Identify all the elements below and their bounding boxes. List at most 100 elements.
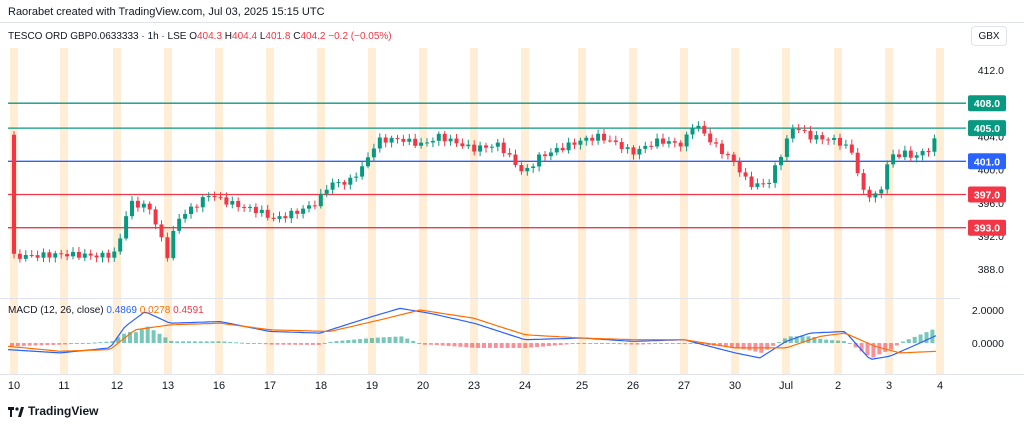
macd-histogram-bar: [924, 332, 929, 343]
candle-body: [696, 125, 701, 128]
candle-body: [802, 130, 807, 132]
currency-button[interactable]: GBX: [971, 26, 1007, 46]
candle-body: [790, 128, 795, 139]
macd-histogram-bar: [594, 343, 599, 344]
histogram-value: 0.4591: [173, 305, 204, 316]
macd-histogram-bar: [440, 343, 445, 346]
macd-histogram-bar: [564, 343, 569, 345]
macd-histogram-bar: [393, 336, 398, 343]
macd-histogram-bar: [181, 341, 186, 343]
open-value: 404.3: [196, 31, 223, 42]
macd-histogram-bar: [269, 343, 274, 345]
macd-histogram-bar: [86, 342, 91, 344]
macd-histogram-bar: [204, 341, 209, 343]
macd-histogram-bar: [405, 338, 410, 343]
macd-histogram-bar: [157, 333, 162, 343]
macd-histogram-bar: [906, 339, 911, 343]
pane-divider: [0, 298, 960, 299]
candle-body: [389, 137, 394, 143]
candle-body: [489, 146, 494, 148]
candle-body: [430, 140, 435, 143]
candle-body: [513, 154, 518, 166]
macd-histogram-bar: [458, 343, 463, 347]
candle-body: [366, 157, 370, 167]
macd-histogram-bar: [464, 343, 469, 348]
candle-body: [725, 154, 730, 156]
candle-body: [784, 138, 789, 157]
candle-body: [124, 216, 129, 239]
candle-body: [312, 205, 317, 207]
macd-histogram-bar: [352, 339, 357, 343]
macd-histogram-bar: [794, 336, 799, 343]
macd-histogram-bar: [234, 342, 239, 344]
macd-histogram-bar: [877, 343, 882, 355]
close-value: 404.2: [300, 31, 326, 42]
candle-body: [130, 200, 134, 217]
candle-body: [519, 165, 524, 172]
macd-histogram-bar: [617, 343, 622, 345]
macd-histogram-bar: [841, 341, 846, 343]
time-tick-label: 19: [366, 380, 378, 392]
macd-histogram-bar: [623, 343, 628, 345]
macd-histogram-bar: [10, 343, 14, 347]
macd-histogram-bar: [777, 342, 781, 344]
price-tick-label: 388.0: [978, 264, 1004, 276]
macd-histogram-bar: [653, 343, 658, 344]
macd-histogram-bar: [895, 343, 899, 346]
macd-histogram-bar: [912, 336, 917, 343]
candle-body: [655, 138, 660, 147]
macd-lines: [7, 307, 937, 360]
candle-body: [885, 164, 890, 190]
brand-name: TradingView: [28, 404, 99, 418]
session-bands: [10, 48, 944, 374]
macd-histogram-bar: [399, 336, 404, 343]
candle-body: [501, 142, 506, 154]
macd-histogram-bar: [682, 343, 687, 344]
candle-body: [401, 138, 406, 142]
candle-body: [283, 216, 288, 219]
macd-histogram-bar: [818, 338, 823, 343]
candle-body: [354, 176, 359, 178]
macd-histogram-bar: [63, 343, 68, 345]
macd-histogram-bar: [871, 343, 876, 358]
macd-histogram-bar: [310, 343, 315, 345]
candle-body: [407, 138, 412, 142]
session-band: [834, 48, 842, 374]
candle-body: [543, 154, 547, 157]
candle-body: [572, 142, 577, 145]
candle-body: [153, 209, 158, 225]
candle-body: [554, 147, 559, 153]
macd-histogram-bar: [417, 343, 422, 344]
candle-body: [112, 251, 117, 258]
macd-histogram-bar: [771, 343, 776, 346]
macd-histogram-bar: [452, 343, 457, 347]
candle-body: [12, 134, 16, 254]
candle-body: [867, 189, 872, 198]
macd-histogram-bar: [523, 343, 528, 348]
candle-body: [832, 137, 837, 140]
macd-histogram-bar: [812, 337, 817, 343]
time-tick-label: 3: [886, 380, 892, 392]
time-tick-label: 27: [678, 380, 690, 392]
candle-body: [35, 255, 40, 258]
macd-histogram-bar: [889, 343, 894, 350]
macd-histogram-bar: [198, 341, 203, 343]
macd-histogram-bar: [175, 341, 180, 343]
macd-histogram-bar: [782, 338, 787, 343]
macd-histogram-bar: [246, 343, 250, 344]
tradingview-brand[interactable]: TradingView: [8, 404, 98, 418]
candle-body: [236, 201, 241, 207]
macd-histogram-bar: [529, 343, 534, 348]
session-band: [680, 48, 688, 374]
candle-body: [548, 152, 553, 157]
time-tick-label: 18: [315, 380, 327, 392]
macd-histogram-bar: [281, 343, 286, 345]
time-tick-label: 23: [468, 380, 480, 392]
macd-histogram-bar: [859, 343, 864, 352]
candle-body: [65, 254, 70, 257]
macd-histogram-bar: [69, 343, 73, 345]
candle-body: [17, 253, 22, 259]
macd-histogram-bar: [865, 343, 870, 356]
macd-histogram-bar: [434, 343, 439, 346]
